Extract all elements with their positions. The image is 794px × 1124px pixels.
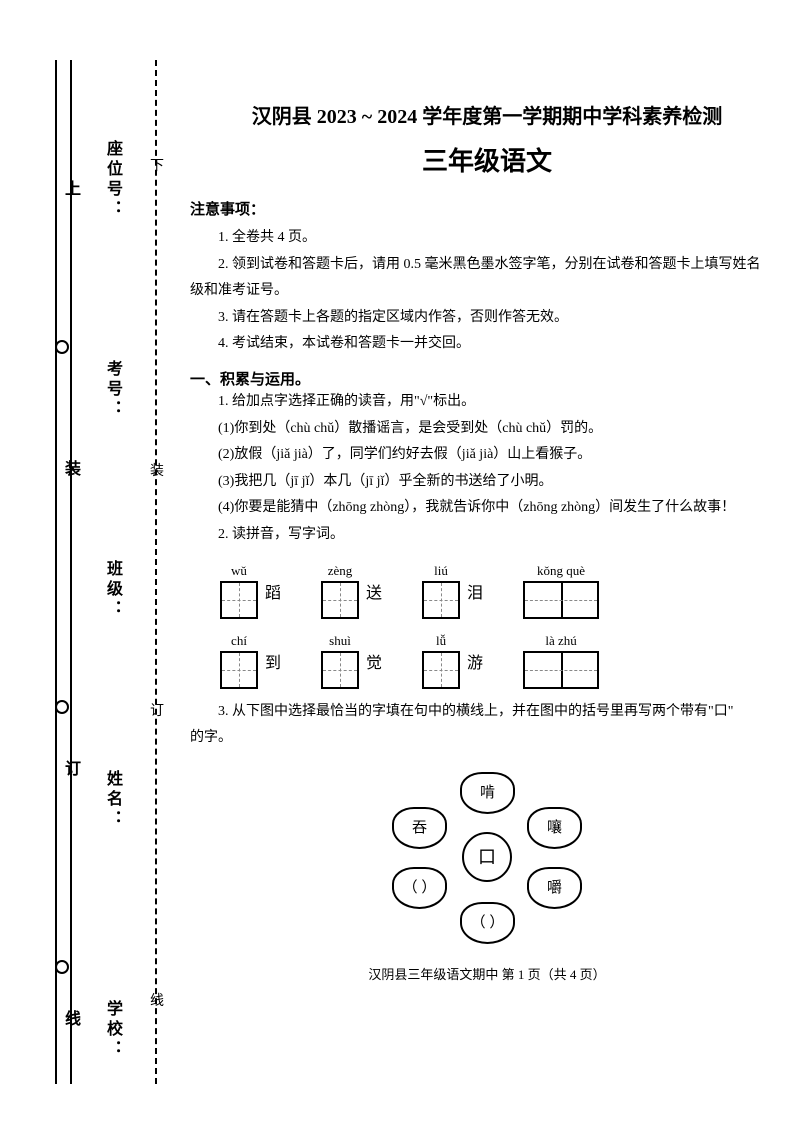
pinyin-label: liú (434, 563, 448, 579)
char-after: 蹈 (265, 579, 281, 603)
field-name: 姓名： (100, 770, 124, 830)
diagram-petal: 吞 (392, 807, 447, 849)
notice-head: 注意事项： (190, 198, 784, 219)
pinyin-label: shuì (329, 633, 351, 649)
pinyin-label: wǔ (231, 563, 247, 579)
exam-subtitle: 三年级语文 (190, 141, 784, 178)
binding-marker: 下 (150, 155, 164, 175)
q3-stem: 3. 从下图中选择最恰当的字填在句中的横线上，并在图中的括号里再写两个带有"口" (190, 699, 784, 726)
char-after: 到 (265, 649, 281, 673)
tianzige-box-double (523, 651, 599, 689)
tianzige-box (220, 581, 258, 619)
char-after: 游 (467, 649, 483, 673)
pinyin-item: wǔ 蹈 (220, 563, 281, 619)
diagram-petal: （ ） (392, 867, 447, 909)
binding-circle (55, 960, 69, 974)
diagram-center: 口 (462, 832, 512, 882)
notice-item: 4. 考试结束，本试卷和答题卡一并交回。 (190, 331, 784, 358)
pinyin-item: là zhú (523, 633, 599, 689)
radical-diagram: 口 啃 嚷 嚼 （ ） （ ） 吞 (377, 762, 597, 952)
q1-item: (1)你到处（chù chǔ）散播谣言，是会受到处（chù chǔ）罚的。 (190, 416, 784, 443)
field-seat: 座位号： (100, 140, 124, 220)
binding-marker: 装 (150, 460, 164, 480)
pinyin-item: lǚ 游 (422, 633, 483, 689)
binding-marker: 线 (150, 990, 164, 1010)
q1-item: (4)你要是能猜中（zhōng zhòng），我就告诉你中（zhōng zhòn… (190, 495, 784, 522)
char-after: 送 (366, 579, 382, 603)
binding-label: 线 (58, 1010, 82, 1030)
binding-margin: 上 装 订 线 座位号： 考号： 班级： 姓名： 学校： 下 装 订 线 (0, 0, 180, 1124)
notice-item: 1. 全卷共 4 页。 (190, 225, 784, 252)
pinyin-row: chí 到 shuì 觉 lǚ 游 là zhú (220, 633, 784, 689)
binding-circle (55, 700, 69, 714)
binding-circle (55, 340, 69, 354)
pinyin-label: kǒng què (537, 563, 585, 579)
tianzige-box (321, 581, 359, 619)
field-class: 班级： (100, 560, 124, 620)
pinyin-item: chí 到 (220, 633, 281, 689)
tianzige-box (220, 651, 258, 689)
pinyin-label: là zhú (545, 633, 576, 649)
tianzige-box (321, 651, 359, 689)
pinyin-item: kǒng què (523, 563, 599, 619)
q1-item: (3)我把几（jī jǐ）本几（jī jǐ）乎全新的书送给了小明。 (190, 469, 784, 496)
section1-title: 一、积累与运用。 (190, 368, 784, 389)
char-after: 泪 (467, 579, 483, 603)
pinyin-label: chí (231, 633, 247, 649)
pinyin-item: zèng 送 (321, 563, 382, 619)
q1-stem: 1. 给加点字选择正确的读音，用"√"标出。 (190, 389, 784, 416)
pinyin-row: wǔ 蹈 zèng 送 liú 泪 kǒng què (220, 563, 784, 619)
diagram-petal: （ ） (460, 902, 515, 944)
binding-label: 订 (58, 760, 82, 780)
notice-item: 2. 领到试卷和答题卡后，请用 0.5 毫米黑色墨水签字笔，分别在试卷和答题卡上… (190, 252, 784, 279)
tianzige-box-double (523, 581, 599, 619)
field-examno: 考号： (100, 360, 124, 420)
q1-item: (2)放假（jiǎ jià）了，同学们约好去假（jiǎ jià）山上看猴子。 (190, 442, 784, 469)
notice-item: 3. 请在答题卡上各题的指定区域内作答，否则作答无效。 (190, 305, 784, 332)
pinyin-item: shuì 觉 (321, 633, 382, 689)
pinyin-label: lǚ (436, 633, 446, 649)
binding-label: 装 (58, 460, 82, 480)
tianzige-box (422, 651, 460, 689)
binding-line (70, 60, 72, 1084)
exam-title: 汉阴县 2023 ~ 2024 学年度第一学期期中学科素养检测 (190, 100, 784, 129)
field-school: 学校： (100, 1000, 124, 1060)
diagram-petal: 嚼 (527, 867, 582, 909)
notice-item: 级和准考证号。 (190, 278, 784, 305)
pinyin-label: zèng (328, 563, 353, 579)
binding-label: 上 (58, 180, 82, 200)
q2-stem: 2. 读拼音，写字词。 (190, 522, 784, 549)
pinyin-item: liú 泪 (422, 563, 483, 619)
binding-line (55, 60, 57, 1084)
page-footer: 汉阴县三年级语文期中 第 1 页（共 4 页） (190, 964, 784, 983)
page-content: 汉阴县 2023 ~ 2024 学年度第一学期期中学科素养检测 三年级语文 注意… (190, 100, 794, 983)
binding-dashed-line (155, 60, 157, 1084)
tianzige-box (422, 581, 460, 619)
q3-stem2: 的字。 (190, 725, 784, 752)
binding-marker: 订 (150, 700, 164, 720)
diagram-petal: 啃 (460, 772, 515, 814)
diagram-petal: 嚷 (527, 807, 582, 849)
char-after: 觉 (366, 649, 382, 673)
